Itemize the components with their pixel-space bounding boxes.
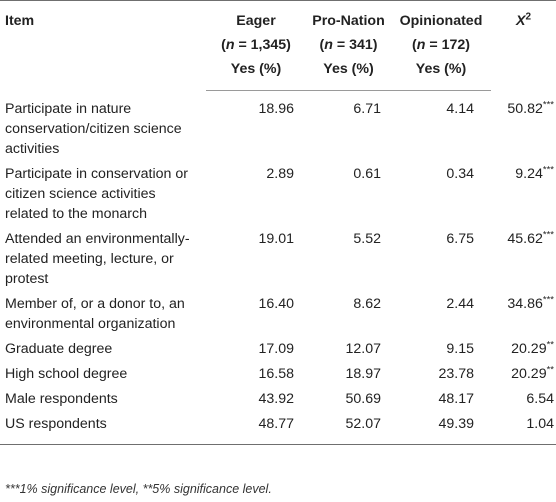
cell-pro-nation: 12.07 (345, 340, 381, 357)
cell-opinionated: 6.75 (446, 230, 474, 247)
cell-pro-nation: 0.61 (353, 165, 381, 182)
table-row: Attended an environmentally-related meet… (0, 226, 556, 291)
n-symbol: n (324, 37, 333, 53)
cell-eager: 43.92 (258, 390, 294, 407)
header-n-eager: (n = 1,345) (221, 37, 291, 53)
cell-opinionated: 2.44 (446, 295, 474, 312)
table-header: Item Eager Pro-Nation Opinionated X2 (n … (0, 0, 556, 91)
cell-chi-square: 20.29** (491, 361, 556, 386)
cell-pro-nation: 8.62 (353, 295, 381, 312)
cell-chi-square: 50.82*** (491, 91, 556, 161)
cell-pro-nation: 6.71 (353, 101, 381, 117)
row-item-label: Attended an environmentally-related meet… (5, 230, 190, 287)
significance-marker: ** (546, 338, 554, 350)
cell-pro-nation: 5.52 (353, 230, 381, 247)
row-item-label: US respondents (0, 410, 206, 445)
table-row: Male respondents 43.92 50.69 48.17 6.54 (0, 386, 556, 411)
chi-value: 1.04 (526, 415, 554, 432)
header-row: Item Eager Pro-Nation Opinionated X2 (0, 0, 556, 91)
cell-chi-square: 9.24*** (491, 161, 556, 226)
cell-chi-square: 45.62*** (491, 226, 556, 291)
header-chi-square: X2 (491, 0, 556, 91)
cell-opinionated: 48.17 (438, 390, 474, 407)
header-opinionated: Opinionated (391, 0, 491, 33)
n-symbol: n (416, 37, 426, 53)
chi-value: 20.29 (511, 340, 547, 357)
chi-value: 45.62 (507, 230, 543, 247)
cell-opinionated: 49.39 (391, 410, 491, 445)
chi-value: 9.24 (515, 165, 543, 182)
row-item-label: Graduate degree (5, 340, 113, 357)
cell-eager: 19.01 (258, 230, 294, 247)
results-table: Item Eager Pro-Nation Opinionated X2 (n … (0, 0, 556, 445)
row-item-label: Male respondents (5, 390, 118, 407)
header-n-opinionated: (n = 172) (412, 37, 470, 53)
table-row: Member of, or a donor to, an environment… (0, 291, 556, 336)
significance-marker: *** (542, 293, 554, 305)
row-item-label: Participate in nature conservation/citiz… (5, 100, 182, 157)
cell-eager: 16.58 (258, 365, 294, 382)
header-pro-nation: Pro-Nation (306, 0, 391, 33)
cell-opinionated: 9.15 (446, 340, 474, 357)
cell-eager: 48.77 (206, 410, 306, 445)
cell-opinionated: 4.14 (446, 101, 474, 117)
header-item: Item (0, 0, 206, 91)
row-item-label: High school degree (5, 365, 128, 382)
row-item-label: Member of, or a donor to, an environment… (5, 295, 185, 332)
chi-value: 34.86 (507, 295, 543, 312)
table-body: Participate in nature conservation/citiz… (0, 91, 556, 445)
table-row: Participate in conservation or citizen s… (0, 161, 556, 226)
cell-opinionated: 0.34 (446, 165, 474, 182)
header-n-pro-nation: (n = 341) (319, 37, 378, 53)
significance-marker: *** (542, 163, 554, 175)
chi-value: 6.54 (526, 390, 554, 407)
n-symbol: n (225, 37, 235, 53)
significance-marker: *** (542, 98, 554, 110)
cell-eager: 18.96 (258, 101, 294, 117)
significance-marker: *** (542, 228, 554, 240)
chi-value: 20.29 (511, 365, 547, 382)
header-unit-opinionated: Yes (%) (391, 57, 491, 91)
cell-chi-square: 20.29** (491, 336, 556, 361)
table-footnote: ***1% significance level, **5% significa… (5, 482, 272, 496)
significance-marker: ** (546, 363, 554, 375)
table-row: Participate in nature conservation/citiz… (0, 91, 556, 161)
table-row: High school degree 16.58 18.97 23.78 20.29** (0, 361, 556, 386)
header-unit-pro-nation: Yes (%) (306, 57, 391, 91)
chi-value: 50.82 (507, 100, 543, 117)
table-row: Graduate degree 17.09 12.07 9.15 20.29** (0, 336, 556, 361)
header-unit-eager: Yes (%) (206, 57, 306, 91)
cell-chi-square: 34.86*** (491, 291, 556, 336)
cell-eager: 17.09 (258, 340, 294, 357)
cell-pro-nation: 52.07 (306, 410, 391, 445)
cell-pro-nation: 50.69 (345, 390, 381, 407)
cell-eager: 16.40 (258, 295, 294, 312)
cell-chi-square: 6.54 (491, 386, 556, 411)
chi-exponent: 2 (525, 11, 532, 23)
cell-opinionated: 23.78 (438, 365, 474, 382)
table-row: US respondents 48.77 52.07 49.39 1.04 (0, 410, 556, 445)
header-row: Yes (%) Yes (%) Yes (%) (0, 57, 556, 91)
header-row: (n = 1,345) (n = 341) (n = 172) (0, 33, 556, 57)
header-eager: Eager (206, 0, 306, 33)
chi-symbol: X (515, 13, 526, 29)
cell-pro-nation: 18.97 (345, 365, 381, 382)
cell-eager: 2.89 (266, 165, 294, 182)
row-item-label: Participate in conservation or citizen s… (5, 165, 188, 222)
cell-chi-square: 1.04 (491, 410, 556, 445)
